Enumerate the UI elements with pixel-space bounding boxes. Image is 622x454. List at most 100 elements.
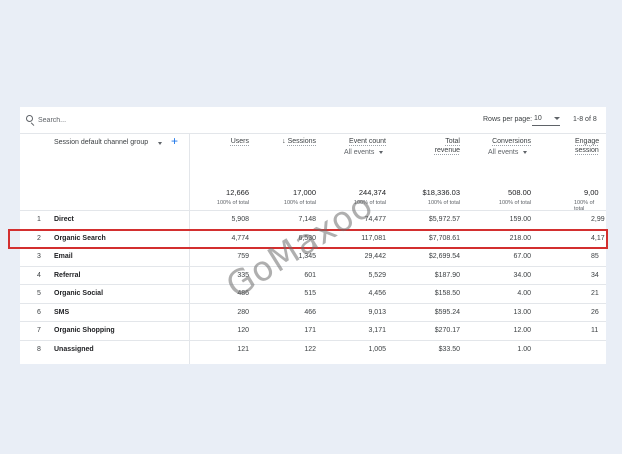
- header-conversions[interactable]: Conversions: [492, 138, 531, 145]
- row-channel-name[interactable]: SMS: [54, 308, 70, 316]
- row-channel-name[interactable]: Direct: [54, 216, 74, 223]
- row-metric-value: 21: [591, 290, 599, 297]
- chevron-down-icon: [554, 117, 560, 120]
- header-users[interactable]: Users: [230, 138, 249, 145]
- row-metric-value: 4,456: [368, 290, 386, 297]
- row-channel-name[interactable]: Referral: [54, 271, 81, 279]
- row-index: 3: [37, 253, 41, 260]
- row-index: 7: [37, 327, 41, 334]
- row-metric-value: 171: [304, 327, 316, 334]
- row-index: 2: [37, 234, 41, 242]
- row-metric-value: 6,530: [298, 234, 316, 242]
- total-event-count: 244,374: [358, 188, 386, 197]
- total-revenue: $18,336.03: [422, 188, 460, 197]
- row-metric-value: 486: [237, 290, 249, 297]
- event-count-filter[interactable]: All events: [344, 149, 384, 156]
- highlight-box: [8, 229, 608, 249]
- row-metric-value: 7,148: [298, 216, 316, 223]
- row-channel-name[interactable]: Organic Social: [54, 290, 104, 297]
- rows-per-page-select[interactable]: 10: [532, 113, 560, 126]
- header-engaged-sessions[interactable]: Engage session: [575, 138, 600, 154]
- row-metric-value: 4,774: [231, 234, 249, 242]
- row-metric-value: 67.00: [513, 253, 531, 260]
- pagination-range: 1-8 of 8: [573, 116, 597, 123]
- row-index: 6: [37, 308, 41, 316]
- row-metric-value: 13.00: [513, 308, 531, 316]
- row-metric-value: 335: [237, 271, 249, 279]
- total-engaged-sessions-pct: 100% of total: [574, 200, 595, 212]
- row-metric-value: $270.17: [434, 327, 460, 334]
- row-metric-value: 218.00: [509, 234, 531, 242]
- row-metric-value: 5,908: [231, 216, 249, 223]
- dimension-header[interactable]: Session default channel group: [54, 139, 149, 146]
- row-index: 1: [37, 216, 41, 223]
- row-metric-value: 122: [304, 345, 316, 353]
- row-index: 5: [37, 290, 41, 297]
- row-metric-value: 466: [304, 308, 316, 316]
- row-metric-value: 12.00: [513, 327, 531, 334]
- row-metric-value: 4.00: [517, 290, 531, 297]
- add-dimension-icon[interactable]: +: [171, 134, 179, 148]
- row-index: 8: [37, 345, 41, 353]
- row-metric-value: 601: [304, 271, 316, 279]
- row-metric-value: 3,171: [368, 327, 386, 334]
- row-metric-value: 759: [237, 253, 249, 260]
- table-row[interactable]: 6 SMS 280 466 9,013 $595.24 13.00 26: [20, 302, 606, 322]
- row-metric-value: $158.50: [434, 290, 460, 297]
- row-metric-value: $2,699.54: [428, 253, 460, 260]
- row-metric-value: 9,013: [368, 308, 386, 316]
- row-metric-value: 85: [591, 253, 599, 260]
- row-index: 4: [37, 271, 41, 279]
- row-metric-value: 29,442: [364, 253, 386, 260]
- rows-per-page-label: Rows per page:: [483, 116, 533, 123]
- conversions-filter[interactable]: All events: [488, 149, 528, 156]
- search-icon[interactable]: [26, 115, 33, 122]
- table-toolbar: Rows per page: 10 1-8 of 8: [20, 107, 606, 134]
- header-total-revenue[interactable]: Total revenue: [434, 138, 460, 154]
- dimension-dropdown-icon[interactable]: [158, 142, 162, 145]
- total-conversions-pct: 100% of total: [498, 200, 531, 206]
- row-channel-name[interactable]: Unassigned: [54, 345, 94, 353]
- row-metric-value: 34.00: [513, 271, 531, 279]
- row-metric-value: $5,972.57: [428, 216, 460, 223]
- row-metric-value: $187.90: [434, 271, 460, 279]
- table-row[interactable]: 7 Organic Shopping 120 171 3,171 $270.17 12.00…: [20, 321, 606, 340]
- header-event-count[interactable]: Event count: [349, 138, 386, 145]
- table-row[interactable]: 4 Referral 335 601 5,529 $187.90 34.00 34: [20, 265, 606, 285]
- row-metric-value: 120: [237, 327, 249, 334]
- row-metric-value: 117,081: [361, 234, 386, 242]
- row-metric-value: $33.50: [438, 345, 460, 353]
- row-metric-value: 26: [591, 308, 599, 316]
- table-row[interactable]: 5 Organic Social 486 515 4,456 $158.50 4.00 21: [20, 284, 606, 303]
- header-sessions[interactable]: ↓ Sessions: [282, 138, 316, 145]
- chevron-down-icon: [379, 150, 384, 154]
- table-row[interactable]: 8 Unassigned 121 122 1,005 $33.50 1.00: [20, 339, 606, 359]
- search-input[interactable]: [38, 113, 188, 127]
- row-metric-value: 34: [591, 271, 599, 279]
- row-metric-value: 1,345: [298, 253, 316, 260]
- total-engaged-sessions: 9,00: [584, 188, 599, 197]
- row-metric-value: $595.24: [434, 308, 460, 316]
- report-table-card: Rows per page: 10 1-8 of 8 Session defau…: [20, 107, 606, 364]
- table-row[interactable]: 2 Organic Search 4,774 6,530 117,081 $7,708.6…: [20, 228, 606, 248]
- row-metric-value: 2,99: [591, 216, 605, 223]
- row-channel-name[interactable]: Email: [54, 253, 73, 260]
- rows-per-page-value: 10: [534, 115, 542, 122]
- row-metric-value: $7,708.61: [428, 234, 460, 242]
- row-metric-value: 4,17: [591, 234, 605, 242]
- row-metric-value: 11: [591, 327, 599, 334]
- row-channel-name[interactable]: Organic Shopping: [54, 327, 115, 334]
- row-metric-value: 5,529: [368, 271, 386, 279]
- total-sessions-pct: 100% of total: [283, 200, 316, 206]
- row-metric-value: 1,005: [368, 345, 386, 353]
- row-metric-value: 280: [237, 308, 249, 316]
- sort-arrow-icon: ↓: [282, 138, 286, 145]
- total-users-pct: 100% of total: [216, 200, 249, 206]
- row-channel-name[interactable]: Organic Search: [54, 234, 106, 242]
- table-row[interactable]: 1 Direct 5,908 7,148 74,477 $5,972.57 159.00 2,…: [20, 210, 606, 229]
- row-metric-value: 121: [237, 345, 249, 353]
- row-metric-value: 515: [304, 290, 316, 297]
- total-revenue-pct: 100% of total: [427, 200, 460, 206]
- chevron-down-icon: [523, 150, 528, 154]
- row-metric-value: 1.00: [517, 345, 531, 353]
